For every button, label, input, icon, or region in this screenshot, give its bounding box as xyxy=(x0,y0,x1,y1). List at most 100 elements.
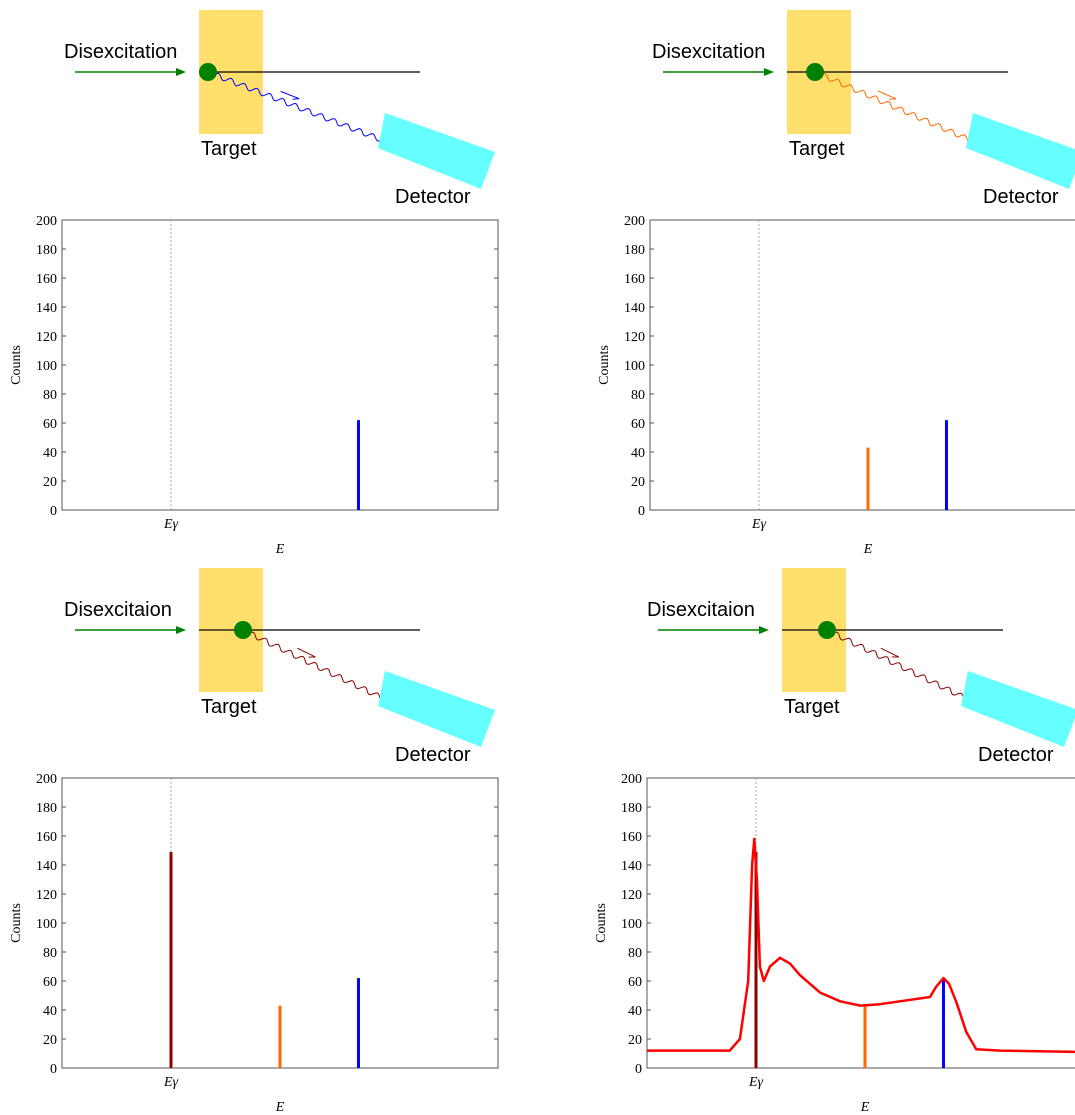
x-axis-label: E xyxy=(863,542,873,557)
y-tick-label: 160 xyxy=(621,830,642,845)
photon xyxy=(827,630,964,699)
beam-label: Disexcitaion xyxy=(647,599,755,621)
diagram: Disexcitation Target Detector xyxy=(652,10,1075,208)
photon-arrow xyxy=(878,91,896,99)
detector-label: Detector xyxy=(978,744,1054,766)
y-tick-label: 180 xyxy=(624,243,645,258)
y-tick-label: 0 xyxy=(635,1062,642,1077)
diagram: Disexcitaion Target Detector xyxy=(647,568,1075,766)
y-tick-label: 140 xyxy=(621,859,642,874)
x-tick-label: Eγ xyxy=(163,517,179,532)
photon-arrow xyxy=(881,648,899,657)
y-tick-label: 140 xyxy=(36,859,57,874)
photon-arrow xyxy=(281,91,300,98)
detector xyxy=(378,671,495,747)
y-tick-label: 180 xyxy=(36,243,57,258)
x-tick-label: Eγ xyxy=(163,1075,179,1090)
y-tick-label: 120 xyxy=(621,888,642,903)
x-tick-label: Eγ xyxy=(751,517,767,532)
spectrum-line xyxy=(647,839,1075,1052)
y-tick-label: 60 xyxy=(628,975,642,990)
y-tick-label: 140 xyxy=(624,301,645,316)
y-tick-label: 160 xyxy=(36,830,57,845)
beam-arrowhead xyxy=(176,68,186,76)
y-tick-label: 100 xyxy=(624,359,645,374)
y-tick-label: 80 xyxy=(631,388,645,403)
y-tick-label: 60 xyxy=(631,417,645,432)
x-axis-label: E xyxy=(275,1100,285,1115)
photon-arrowhead xyxy=(293,99,300,100)
y-tick-label: 20 xyxy=(43,1033,57,1048)
nucleus xyxy=(818,621,836,639)
y-axis-label: Counts xyxy=(9,903,24,943)
y-tick-label: 40 xyxy=(43,446,57,461)
beam-label: Disexcitation xyxy=(64,41,177,63)
target-label: Target xyxy=(784,696,840,718)
y-tick-label: 80 xyxy=(43,388,57,403)
y-tick-label: 200 xyxy=(36,214,57,229)
beam-label: Disexcitation xyxy=(652,41,765,63)
nucleus xyxy=(234,621,252,639)
detector-label: Detector xyxy=(395,186,471,208)
target-label: Target xyxy=(789,138,845,160)
chart: 0 20 40 60 80 100 120 140 160 180 200 Eγ E Counts xyxy=(594,772,1075,1115)
y-tick-label: 140 xyxy=(36,301,57,316)
x-tick-label: Eγ xyxy=(748,1075,764,1090)
page: DisexcitationTargetDetectorDisexcitation… xyxy=(0,0,1075,1115)
detector xyxy=(961,671,1075,747)
chart: 0 20 40 60 80 100 120 140 160 180 200 Eγ E Counts xyxy=(9,772,498,1115)
y-tick-label: 180 xyxy=(36,801,57,816)
y-tick-label: 0 xyxy=(50,1062,57,1077)
y-tick-label: 0 xyxy=(50,504,57,519)
figure: DisexcitationTargetDetectorDisexcitation… xyxy=(0,0,1075,1115)
nucleus xyxy=(199,63,217,81)
diagram: Disexcitation Target Detector xyxy=(64,10,495,208)
chart: 0 20 40 60 80 100 120 140 160 180 200 Eγ E Counts xyxy=(9,214,498,557)
y-axis-label: Counts xyxy=(9,345,24,385)
beam-label: Disexcitaion xyxy=(64,599,172,621)
y-tick-label: 120 xyxy=(624,330,645,345)
y-tick-label: 40 xyxy=(631,446,645,461)
detector-label: Detector xyxy=(395,744,471,766)
beam-arrowhead xyxy=(759,626,769,634)
detector xyxy=(966,113,1075,189)
y-tick-label: 60 xyxy=(43,417,57,432)
photon-arrow xyxy=(297,648,315,657)
y-tick-label: 20 xyxy=(43,475,57,490)
beam-arrowhead xyxy=(764,68,774,76)
plot-frame xyxy=(62,220,498,510)
chart: 0 20 40 60 80 100 120 140 160 180 200 Eγ E Counts xyxy=(597,214,1075,557)
y-axis-label: Counts xyxy=(594,903,609,943)
y-tick-label: 200 xyxy=(624,214,645,229)
y-tick-label: 80 xyxy=(628,946,642,961)
y-tick-label: 200 xyxy=(621,772,642,787)
target-label: Target xyxy=(201,138,257,160)
y-tick-label: 40 xyxy=(43,1004,57,1019)
target-label: Target xyxy=(201,696,257,718)
x-axis-label: E xyxy=(860,1100,870,1115)
y-tick-label: 180 xyxy=(621,801,642,816)
photon xyxy=(243,630,381,700)
y-tick-label: 0 xyxy=(638,504,645,519)
y-tick-label: 160 xyxy=(624,272,645,287)
plot-frame xyxy=(647,778,1075,1068)
y-tick-label: 100 xyxy=(36,359,57,374)
y-tick-label: 80 xyxy=(43,946,57,961)
x-axis-label: E xyxy=(275,542,285,557)
detector-label: Detector xyxy=(983,186,1059,208)
nucleus xyxy=(806,63,824,81)
y-tick-label: 20 xyxy=(628,1033,642,1048)
y-tick-label: 160 xyxy=(36,272,57,287)
diagram: Disexcitaion Target Detector xyxy=(64,568,495,766)
plot-frame xyxy=(650,220,1075,510)
y-tick-label: 40 xyxy=(628,1004,642,1019)
y-tick-label: 100 xyxy=(36,917,57,932)
y-tick-label: 200 xyxy=(36,772,57,787)
y-tick-label: 60 xyxy=(43,975,57,990)
y-tick-label: 20 xyxy=(631,475,645,490)
y-tick-label: 120 xyxy=(36,330,57,345)
y-tick-label: 120 xyxy=(36,888,57,903)
y-tick-label: 100 xyxy=(621,917,642,932)
y-axis-label: Counts xyxy=(597,345,612,385)
beam-arrowhead xyxy=(176,626,186,634)
